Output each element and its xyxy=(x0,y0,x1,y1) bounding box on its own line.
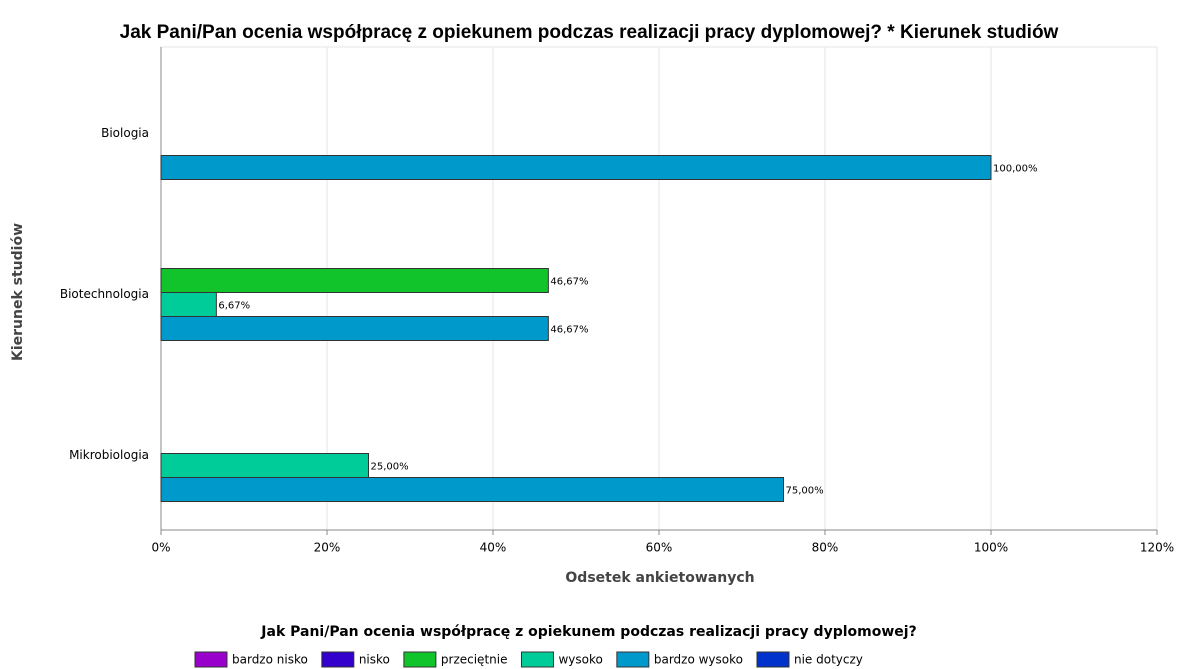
legend-swatch xyxy=(520,651,554,668)
x-tick-label: 20% xyxy=(314,541,341,555)
bar xyxy=(160,292,217,317)
x-axis-label: Odsetek ankietowanych xyxy=(565,570,754,586)
x-tick-label: 120% xyxy=(1140,541,1174,555)
x-tick-label: 80% xyxy=(812,541,839,555)
legend-swatch xyxy=(194,651,228,668)
bar xyxy=(160,268,549,293)
value-label: 46,67% xyxy=(550,325,588,336)
y-tick-label: Mikrobiologia xyxy=(69,448,149,462)
legend-swatch xyxy=(756,651,790,668)
legend-title: Jak Pani/Pan ocenia współpracę z opiekun… xyxy=(260,624,916,640)
value-label: 75,00% xyxy=(786,486,824,497)
bar xyxy=(160,155,992,180)
y-tick-label: Biologia xyxy=(101,126,149,140)
bar xyxy=(160,316,549,341)
legend-swatch xyxy=(403,651,437,668)
x-tick-label: 100% xyxy=(974,541,1008,555)
y-axis-label: Kierunek studiów xyxy=(10,223,26,361)
legend-swatch xyxy=(321,651,355,668)
legend-label: wysoko xyxy=(558,653,602,667)
legend-label: bardzo nisko xyxy=(232,653,308,667)
legend-label: nisko xyxy=(359,653,390,667)
legend-label: nie dotyczy xyxy=(794,653,863,667)
value-label: 100,00% xyxy=(993,164,1038,175)
x-tick-label: 0% xyxy=(151,541,170,555)
x-tick-label: 40% xyxy=(480,541,507,555)
value-label: 6,67% xyxy=(218,301,250,312)
y-tick-label: Biotechnologia xyxy=(60,287,149,301)
value-label: 25,00% xyxy=(371,462,409,473)
legend-swatch xyxy=(616,651,650,668)
bar xyxy=(160,477,784,502)
legend-label: bardzo wysoko xyxy=(654,653,743,667)
chart-title: Jak Pani/Pan ocenia współpracę z opiekun… xyxy=(120,22,1059,43)
legend-label: przeciętnie xyxy=(441,653,508,667)
value-label: 46,67% xyxy=(550,277,588,288)
bar xyxy=(160,453,369,478)
x-tick-label: 60% xyxy=(646,541,673,555)
